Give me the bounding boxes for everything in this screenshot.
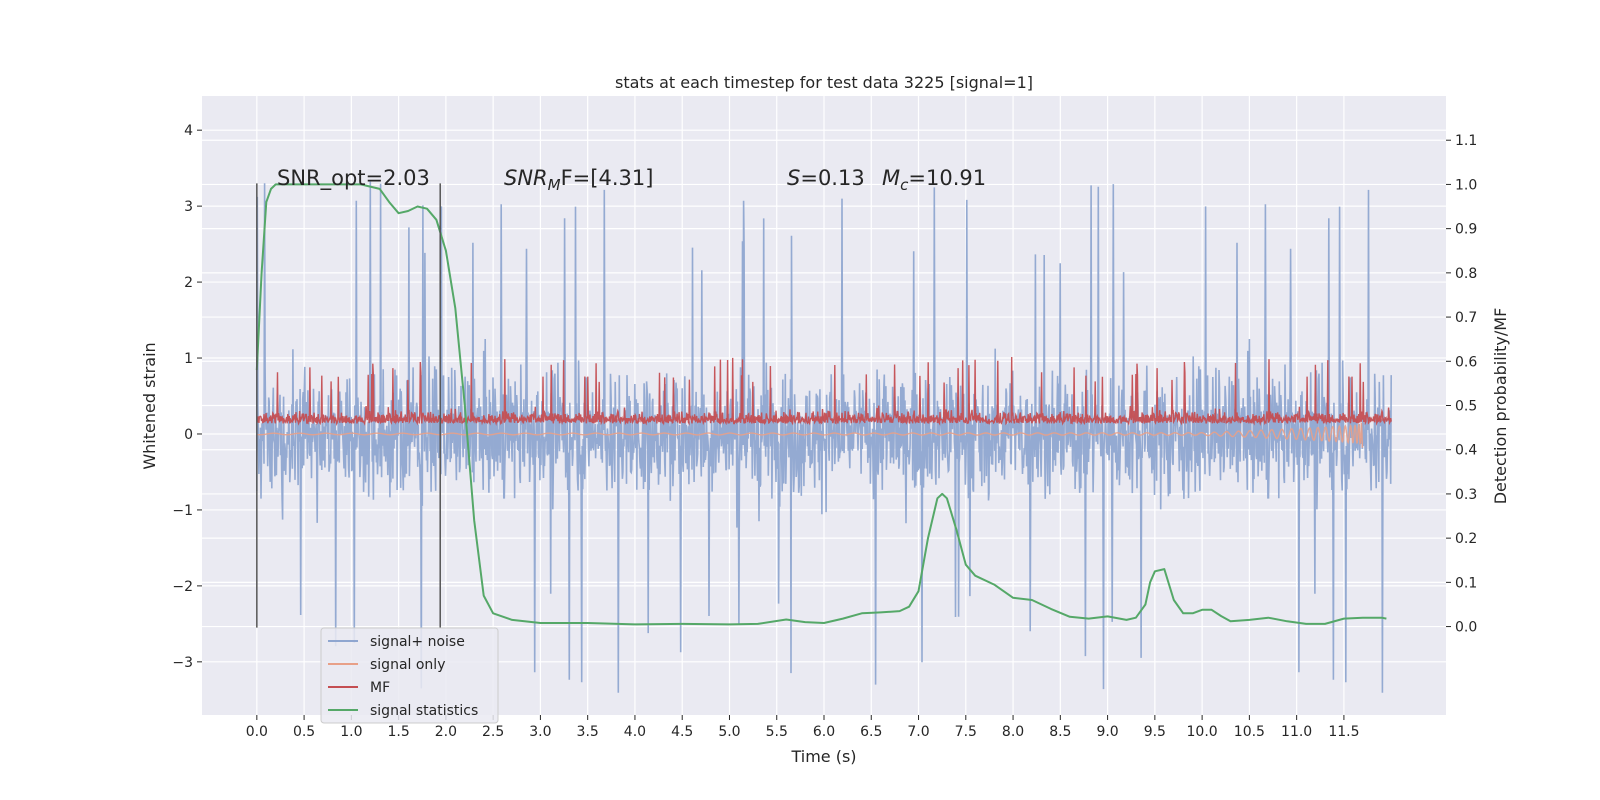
x-tick-label-4: 2.0 [435, 724, 457, 740]
y-tick-label-left-2: −1 [172, 503, 193, 519]
legend-label-mf: MF [370, 680, 390, 696]
x-tick-label-0: 0.0 [246, 724, 268, 740]
x-tick-label-15: 7.5 [955, 724, 977, 740]
x-tick-label-14: 7.0 [907, 724, 929, 740]
y-tick-label-right-1: 0.1 [1455, 575, 1477, 591]
x-tick-label-11: 5.5 [766, 724, 788, 740]
x-tick-label-13: 6.5 [860, 724, 882, 740]
x-tick-label-17: 8.5 [1049, 724, 1071, 740]
annotation-mc-sub: c [900, 176, 909, 194]
x-tick-label-8: 4.0 [624, 724, 646, 740]
y-axis-title-right: Detection probability/MF [1491, 308, 1510, 505]
x-tick-label-16: 8.0 [1002, 724, 1024, 740]
x-tick-label-5: 2.5 [482, 724, 504, 740]
annotation-mc-value: =10.91 [908, 166, 986, 190]
legend: signal+ noise signal only MF signal stat… [320, 627, 499, 724]
annotation-snr-mf-value: F=[4.31] [561, 166, 654, 190]
annotation-snr-opt: SNR_opt=2.03 [277, 166, 430, 191]
annotation-snr-mf-sub: M [548, 176, 561, 194]
y-tick-label-right-7: 0.7 [1455, 310, 1477, 326]
y-tick-label-right-6: 0.6 [1455, 354, 1477, 370]
x-tick-label-9: 4.5 [671, 724, 693, 740]
chart-title: stats at each timestep for test data 322… [615, 73, 1033, 92]
x-tick-label-7: 3.5 [577, 724, 599, 740]
x-tick-label-10: 5.0 [718, 724, 740, 740]
y-tick-label-left-1: −2 [172, 579, 193, 595]
annotation-s: S=0.13 [787, 166, 865, 190]
y-tick-label-left-4: 1 [184, 351, 193, 367]
y-tick-label-right-2: 0.2 [1455, 531, 1477, 547]
x-tick-label-18: 9.0 [1096, 724, 1118, 740]
annotation-snr-mf: SNRMF=[4.31] [504, 166, 653, 194]
annotations: SNR_opt=2.03 SNRMF=[4.31] S=0.13 Mc=10.9… [277, 166, 986, 194]
legend-box [320, 627, 499, 724]
annotation-s-label: S [787, 166, 800, 190]
x-tick-label-21: 10.5 [1234, 724, 1265, 740]
legend-label-signal-noise: signal+ noise [370, 634, 465, 650]
annotation-s-value: =0.13 [800, 166, 864, 190]
x-tick-label-2: 1.0 [340, 724, 362, 740]
series-layer [255, 181, 1392, 693]
x-tick-label-3: 1.5 [387, 724, 409, 740]
y-tick-label-right-4: 0.4 [1455, 443, 1477, 459]
y-tick-label-left-5: 2 [184, 275, 193, 291]
series-mf-line [256, 356, 1392, 427]
y-tick-label-right-0: 0.0 [1455, 620, 1477, 636]
axes: 0.0 0.5 1.0 1.5 2.0 2.5 3.0 3.5 4.0 4.5 5.0 5.5 6.0 6… [172, 123, 1477, 740]
x-tick-label-6: 3.0 [529, 724, 551, 740]
y-tick-label-right-11: 1.1 [1455, 133, 1477, 149]
annotation-snr-mf-main: SNR [504, 166, 548, 190]
y-tick-label-left-0: −3 [172, 655, 193, 671]
y-tick-label-left-7: 4 [184, 123, 193, 139]
y-tick-label-left-3: 0 [184, 427, 193, 443]
x-tick-label-19: 9.5 [1144, 724, 1166, 740]
series-signal-only-line [256, 422, 1364, 448]
x-tick-label-20: 10.0 [1187, 724, 1218, 740]
y-tick-label-right-10: 1.0 [1455, 177, 1477, 193]
legend-label-signal-only: signal only [370, 657, 445, 673]
series-signal-statistics-line [255, 183, 1387, 626]
x-tick-label-12: 6.0 [813, 724, 835, 740]
x-tick-label-1: 0.5 [293, 724, 315, 740]
y-tick-label-right-5: 0.5 [1455, 399, 1477, 415]
x-tick-label-23: 11.5 [1328, 724, 1359, 740]
annotation-mc: Mc=10.91 [882, 166, 986, 194]
x-axis-title: Time (s) [790, 747, 856, 766]
y-tick-label-right-9: 0.9 [1455, 222, 1477, 238]
y-axis-title-left: Whitened strain [140, 342, 159, 469]
y-tick-label-right-8: 0.8 [1455, 266, 1477, 282]
vertical-markers [256, 183, 441, 628]
y-tick-label-left-6: 3 [184, 199, 193, 215]
legend-label-signal-statistics: signal statistics [370, 703, 478, 719]
series-signal-noise-line [256, 181, 1392, 693]
x-tick-label-22: 11.0 [1281, 724, 1312, 740]
annotation-mc-label: M [882, 166, 900, 190]
y-tick-label-right-3: 0.3 [1455, 487, 1477, 503]
